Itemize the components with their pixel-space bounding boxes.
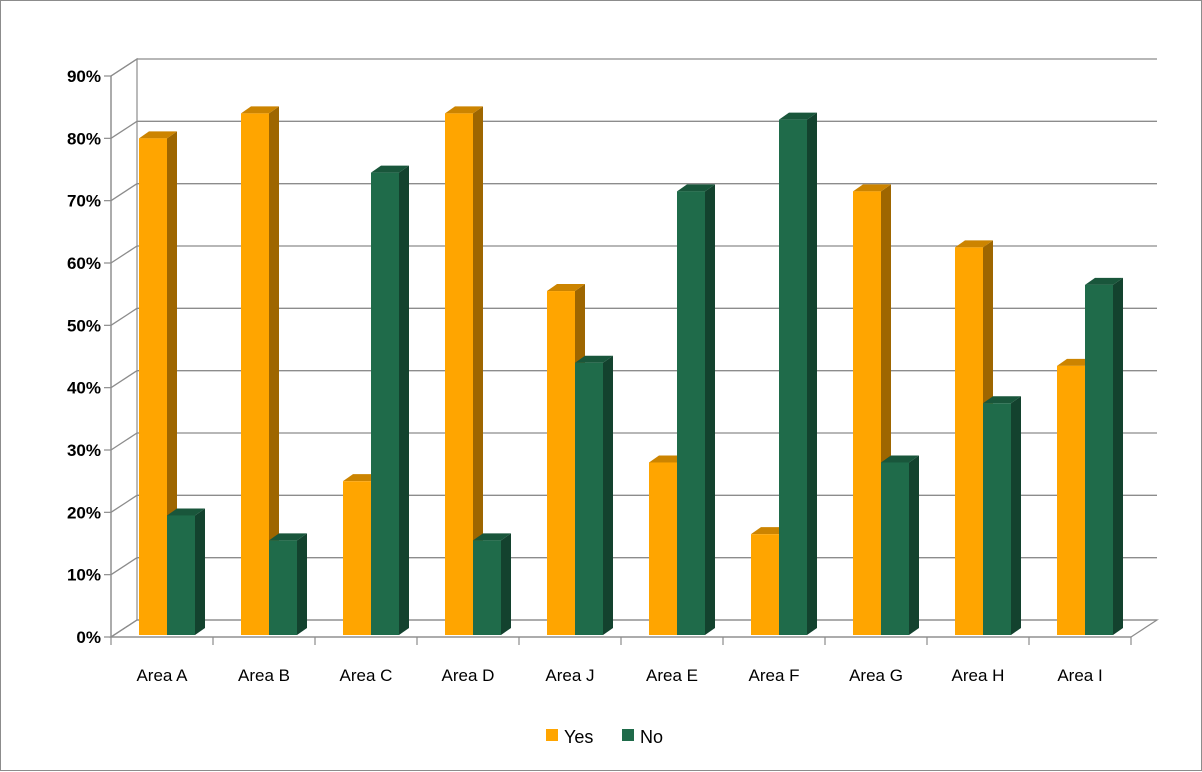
x-category-label: Area D [442,666,495,685]
bar-no-area-j [575,355,613,635]
bar-no-area-c [371,165,409,635]
bar-no-area-d [473,533,511,635]
x-axis-category-labels: Area A Area B Area C Area D Area J Area E Area… [136,666,1102,685]
legend: Yes No [546,727,663,747]
bars [139,106,1123,636]
x-category-label: Area H [952,666,1005,685]
bar-no-area-i [1085,277,1123,635]
x-category-label: Area I [1057,666,1102,685]
legend-swatch [622,729,634,741]
y-tick-label: 0% [76,628,101,647]
y-axis-tick-labels: 0% 10% 20% 30% 40% 50% 60% 70% 80% 90% [67,67,101,647]
x-category-label: Area A [136,666,188,685]
x-category-label: Area B [238,666,290,685]
x-category-label: Area C [340,666,393,685]
gridline [110,58,1157,77]
bar-yes-area-d [445,106,483,635]
x-category-label: Area G [849,666,903,685]
x-category-label: Area E [646,666,698,685]
x-category-label: Area F [748,666,799,685]
x-axis [110,76,1132,645]
legend-item-yes: Yes [546,727,593,747]
bar-no-area-g [881,455,919,635]
bar-no-area-b [269,533,307,635]
bar-yes-area-b [241,106,279,635]
y-tick-label: 80% [67,129,101,148]
bar-no-area-f [779,112,817,636]
y-tick-label: 40% [67,379,101,398]
legend-item-no: No [622,727,663,747]
bar-yes-area-a [139,131,177,636]
bar-no-area-h [983,396,1021,635]
y-tick-label: 50% [67,316,101,335]
y-tick-label: 90% [67,67,101,86]
y-tick-label: 30% [67,441,101,460]
side-wall [110,57,138,639]
legend-swatch [546,729,558,741]
bar-no-area-e [677,184,715,636]
y-tick-label: 10% [67,566,101,585]
y-tick-label: 70% [67,192,101,211]
bar-no-area-a [167,508,205,635]
x-category-label: Area J [545,666,594,685]
y-tick-label: 20% [67,503,101,522]
legend-label: No [640,727,663,747]
y-tick-label: 60% [67,254,101,273]
legend-label: Yes [564,727,593,747]
